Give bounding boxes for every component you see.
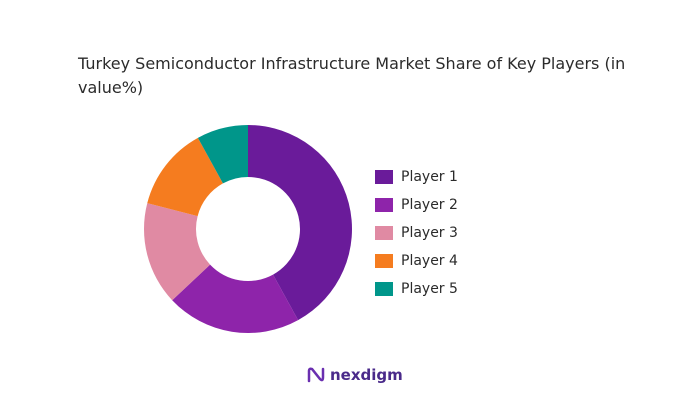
slice-player-4 xyxy=(147,137,223,217)
legend-item-player-1: Player 1 xyxy=(375,166,458,188)
slice-player-1 xyxy=(248,125,353,321)
legend-label: Player 4 xyxy=(401,253,458,269)
legend-label: Player 3 xyxy=(401,225,458,241)
legend-label: Player 2 xyxy=(401,197,458,213)
legend-item-player-3: Player 3 xyxy=(375,222,458,244)
legend-label: Player 5 xyxy=(401,281,458,297)
nexdigm-logo-icon xyxy=(307,367,325,383)
brand-logo: nexdigm xyxy=(306,365,403,385)
slice-player-2 xyxy=(172,264,299,333)
slice-player-5 xyxy=(197,125,248,184)
legend-item-player-4: Player 4 xyxy=(375,250,458,272)
legend-swatch xyxy=(375,198,393,212)
legend-item-player-2: Player 2 xyxy=(375,194,458,216)
brand-name: nexdigm xyxy=(330,366,403,384)
legend-label: Player 1 xyxy=(401,169,458,185)
chart-title: Turkey Semiconductor Infrastructure Mark… xyxy=(78,54,626,97)
legend-swatch xyxy=(375,170,393,184)
legend: Player 1 Player 2 Player 3 Player 4 Player 5 xyxy=(375,166,458,306)
legend-swatch xyxy=(375,282,393,296)
slice-player-3 xyxy=(143,203,211,301)
legend-item-player-5: Player 5 xyxy=(375,278,458,300)
legend-swatch xyxy=(375,226,393,240)
legend-swatch xyxy=(375,254,393,268)
